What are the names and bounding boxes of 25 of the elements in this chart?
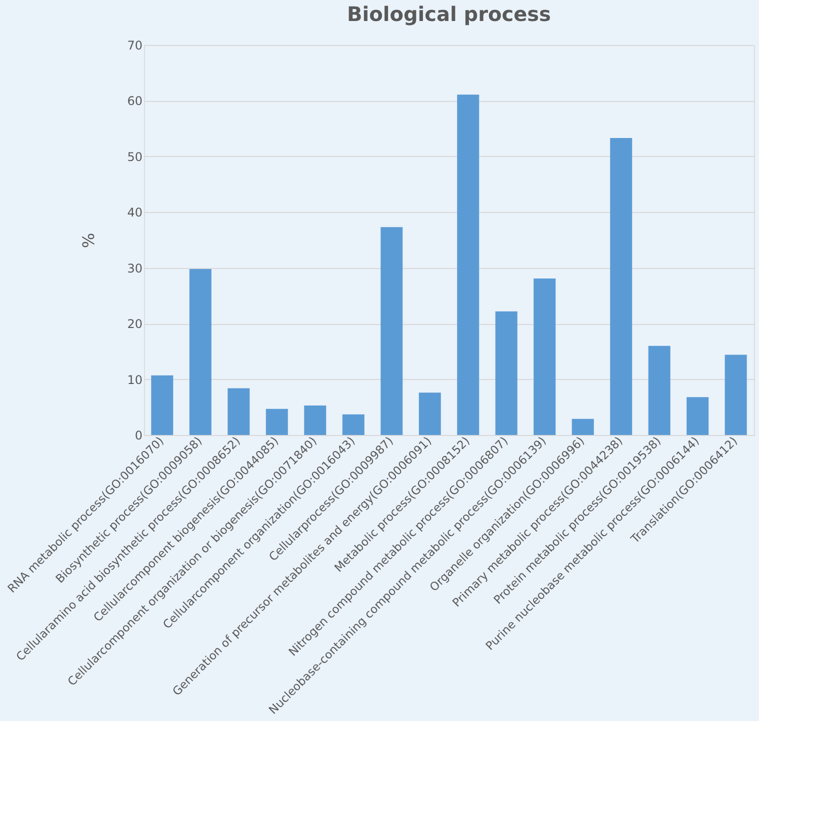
y-tick-label: 70 [127,38,142,52]
bar [534,278,556,435]
bar [495,311,518,435]
bar [610,138,632,435]
chart-title: Biological process [347,2,551,26]
y-tick-label: 60 [127,94,142,108]
bar [648,346,670,435]
y-tick-label: 30 [127,261,142,276]
bar [418,392,441,435]
y-tick-label: 50 [127,150,142,164]
bar [228,388,250,435]
bar [724,354,747,435]
bar [457,94,480,435]
y-tick-label: 10 [127,372,142,387]
bar [151,375,174,435]
y-tick-label: 40 [127,206,142,220]
bar [266,408,288,435]
bar [686,397,709,435]
y-tick-label: 20 [127,317,142,332]
bar [189,268,212,435]
y-axis-title: % [79,232,98,248]
bar [380,227,403,435]
bar [304,405,326,435]
bar [572,418,594,435]
bar [342,414,364,435]
